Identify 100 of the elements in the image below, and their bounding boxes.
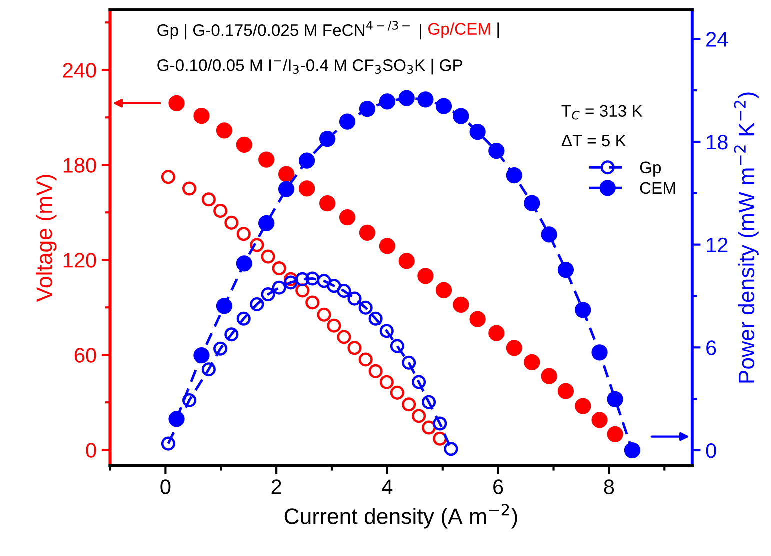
point xyxy=(433,416,448,431)
x-tick-label: 0 xyxy=(160,480,171,494)
point xyxy=(348,292,362,306)
point xyxy=(436,98,452,114)
point xyxy=(379,94,396,110)
legend-label: CEM xyxy=(640,182,676,194)
point xyxy=(607,426,624,442)
point xyxy=(236,227,251,242)
point xyxy=(320,131,336,148)
point xyxy=(236,312,251,326)
y-tick-label: 120 xyxy=(64,253,96,268)
point xyxy=(306,296,320,310)
point xyxy=(402,398,416,412)
point xyxy=(412,375,426,390)
point xyxy=(506,168,522,184)
point xyxy=(358,300,373,315)
point xyxy=(524,354,540,370)
point xyxy=(422,420,436,435)
point xyxy=(433,432,448,446)
point xyxy=(422,395,436,410)
point xyxy=(398,90,415,106)
annotation: ΔT = 5 K xyxy=(562,135,626,147)
point xyxy=(444,442,458,456)
annotation: T$_{C}$ = 313 K xyxy=(562,105,643,120)
point xyxy=(216,298,233,314)
legend-label: Gp xyxy=(640,162,662,177)
point xyxy=(317,308,332,322)
x-tick-label: 6 xyxy=(494,480,504,494)
point xyxy=(402,356,416,370)
point xyxy=(214,204,228,218)
point xyxy=(168,95,185,112)
point xyxy=(337,284,352,298)
point xyxy=(380,324,394,338)
y-tick-label: 0 xyxy=(86,443,96,458)
x-tick-label: 2 xyxy=(272,480,282,494)
point xyxy=(182,182,197,196)
point xyxy=(607,391,624,408)
point xyxy=(182,393,197,408)
point xyxy=(368,364,383,378)
y2-tick-label: 18 xyxy=(707,134,728,150)
point xyxy=(317,274,332,288)
point xyxy=(436,282,452,298)
point xyxy=(348,341,362,356)
point xyxy=(624,442,641,459)
point xyxy=(202,192,216,207)
point xyxy=(390,339,404,354)
point xyxy=(194,108,210,124)
point xyxy=(250,297,264,312)
x-axis-title: Current density (A m$^{−2}$) xyxy=(284,504,518,529)
point xyxy=(250,238,264,252)
point xyxy=(224,216,239,230)
point xyxy=(258,215,275,232)
text: G-0.10/0.05 M I$^{−}$/I$_{3}$-0.4 M CF$_{3}$SO$_{3}$K | GP xyxy=(158,59,462,75)
point xyxy=(299,180,316,197)
y-axis-title: Voltage (mV) xyxy=(36,175,57,302)
point xyxy=(224,328,239,342)
point xyxy=(236,136,252,153)
y2-tick-label: 12 xyxy=(707,238,728,252)
point xyxy=(161,170,176,184)
point xyxy=(359,101,376,118)
point xyxy=(506,340,522,356)
y2-axis-title: Power density (mW m$^{−2}$ K$^{−2}$) xyxy=(734,92,759,383)
point xyxy=(558,262,574,278)
point xyxy=(306,272,320,286)
point xyxy=(194,347,210,364)
point xyxy=(327,318,342,333)
point xyxy=(278,181,295,198)
point xyxy=(272,262,286,276)
y2-tick-label: 24 xyxy=(706,32,728,47)
point xyxy=(296,284,310,298)
point xyxy=(558,383,574,400)
point xyxy=(524,195,540,212)
point xyxy=(261,288,276,302)
point xyxy=(398,253,415,270)
point xyxy=(358,352,373,367)
point xyxy=(202,362,216,377)
point xyxy=(575,398,592,414)
point xyxy=(339,114,356,130)
point xyxy=(320,196,336,212)
point xyxy=(339,209,356,226)
point xyxy=(379,238,396,254)
point xyxy=(541,368,558,384)
point xyxy=(470,124,486,140)
point xyxy=(284,272,298,286)
point xyxy=(296,272,310,286)
point xyxy=(337,330,352,344)
point xyxy=(470,311,486,328)
point xyxy=(380,375,394,390)
point xyxy=(216,122,233,139)
point xyxy=(368,312,383,326)
point xyxy=(575,302,592,318)
annotation: | xyxy=(498,22,500,38)
point xyxy=(299,152,316,169)
point xyxy=(453,296,470,313)
point xyxy=(418,268,434,284)
y2-tick-label: 6 xyxy=(706,340,716,356)
x-tick-label: 8 xyxy=(604,480,614,494)
point xyxy=(488,143,505,160)
x-tick-label: 4 xyxy=(382,480,393,494)
y-tick-label: 60 xyxy=(74,348,96,363)
